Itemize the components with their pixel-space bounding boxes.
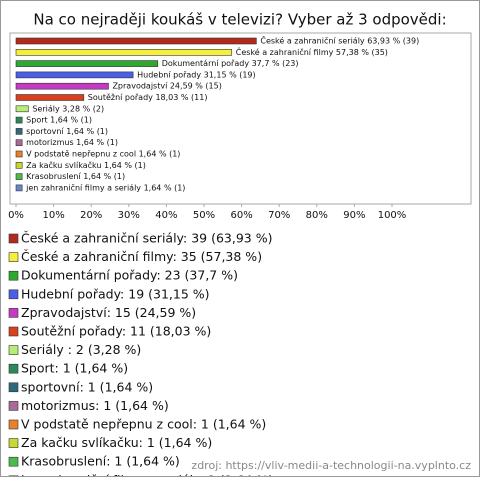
legend-label: Soutěžní pořady: 11 (18,03 %) — [21, 324, 211, 339]
x-tick-label: 90% — [343, 210, 365, 221]
x-tick-label: 100% — [378, 210, 407, 221]
x-tick-label: 20% — [80, 210, 102, 221]
bar-label: Zpravodajství 24,59 % (15) — [112, 82, 221, 91]
bar-label: Hudební pořady 31,15 % (19) — [137, 70, 256, 79]
source: zdroj: https://vliv-medii-a-technologii-… — [191, 459, 471, 472]
legend-swatch — [8, 382, 19, 393]
chart-title: Na co nejraději koukáš v televizi? Vyber… — [33, 11, 446, 29]
x-tick-label: 60% — [230, 210, 252, 221]
legend-swatch — [8, 419, 19, 430]
x-tick-label: 50% — [193, 210, 215, 221]
legend-label: Sport: 1 (1,64 %) — [21, 361, 128, 376]
bar-label: Krasobruslení 1,64 % (1) — [26, 172, 125, 181]
legend-swatch — [8, 308, 19, 318]
legend-label: sportovní: 1 (1,64 %) — [21, 379, 153, 394]
bar — [15, 139, 23, 146]
bar-label: Seriály 3,28 % (2) — [32, 104, 104, 113]
legend-swatch — [8, 289, 19, 300]
bar-label: České a zahraniční seriály 63,93 % (39) — [260, 35, 419, 46]
legend-label: Seriály : 2 (3,28 %) — [21, 342, 141, 357]
legend-swatch — [8, 252, 19, 262]
bar — [15, 116, 23, 124]
bar — [15, 71, 134, 79]
legend-swatch — [8, 233, 19, 244]
bar — [15, 37, 257, 45]
x-tick-label: 0% — [8, 210, 24, 221]
bar — [15, 162, 23, 169]
legend-swatch — [8, 345, 19, 355]
bar-label: V podstatě nepřepnu z cool 1,64 % (1) — [26, 150, 180, 159]
legend-label: Krasobruslení: 1 (1,64 %) — [21, 454, 180, 469]
legend-label: Zpravodajství: 15 (24,59 %) — [21, 305, 196, 320]
legend-swatch — [8, 438, 19, 448]
legend-swatch — [8, 270, 19, 281]
bar — [15, 173, 23, 180]
bar — [15, 150, 23, 158]
bar — [15, 105, 29, 113]
x-tick-label: 80% — [306, 210, 328, 221]
bar — [15, 82, 109, 90]
bar-label: Dokumentární pořady 37,7 % (23) — [162, 59, 299, 68]
legend-label: motorizmus: 1 (1,64 %) — [21, 398, 169, 413]
x-tick-label: 40% — [155, 210, 177, 221]
bar — [15, 60, 159, 67]
bar — [15, 48, 233, 56]
bar-label: sportovní 1,64 % (1) — [26, 127, 108, 136]
bar-label: Za kačku svlíkačku 1,64 % (1) — [26, 160, 146, 170]
legend-label: České a zahraniční filmy: 35 (57,38 %) — [21, 249, 262, 264]
x-tick-label: 70% — [268, 210, 290, 221]
legend-swatch — [8, 401, 19, 411]
legend-label: V podstatě nepřepnu z cool: 1 (1,64 %) — [21, 417, 266, 432]
legend-label: České a zahraniční seriály: 39 (63,93 %) — [21, 231, 273, 246]
legend-label: Za kačku svlíkačku: 1 (1,64 %) — [21, 435, 212, 450]
x-tick-label: 10% — [42, 210, 64, 221]
bar — [15, 184, 23, 192]
legend-label: Dokumentární pořady: 23 (37,7 %) — [21, 268, 238, 283]
bar-label: motorizmus 1,64 % (1) — [26, 138, 118, 147]
legend-swatch — [8, 326, 19, 337]
legend-label: jen zahraniční filmy a seriály: 1 (1,64 … — [20, 472, 273, 476]
bar-label: Soutěžní pořady 18,03 % (11) — [88, 93, 208, 102]
bar-label: jen zahraniční filmy a seriály 1,64 % (1… — [25, 182, 185, 192]
legend-swatch — [8, 456, 19, 467]
bar-label: Sport 1,64 % (1) — [26, 116, 92, 125]
x-tick-label: 30% — [118, 210, 140, 221]
bar — [15, 94, 85, 101]
bar-label: České a zahraniční filmy 57,38 % (35) — [236, 46, 388, 57]
legend-label: Hudební pořady: 19 (31,15 %) — [21, 286, 210, 301]
bar — [15, 128, 23, 135]
legend-swatch — [8, 363, 19, 374]
